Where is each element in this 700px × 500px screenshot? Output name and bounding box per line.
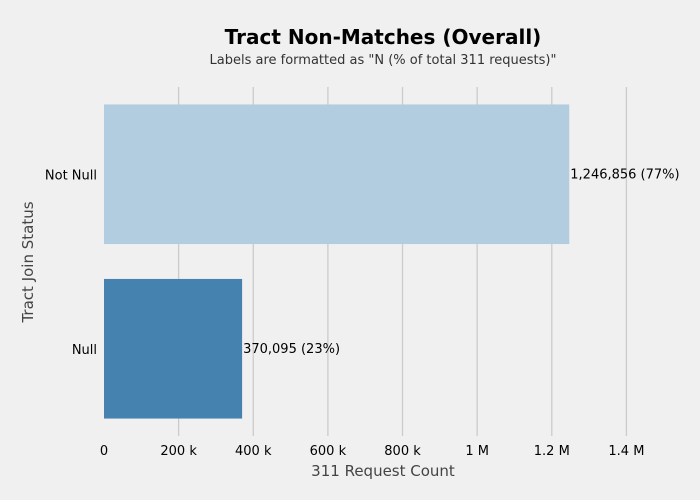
chart-subtitle: Labels are formatted as "N (% of total 3…: [210, 53, 557, 68]
x-axis-ticks: 0 200 k 400 k 600 k 800 k 1 M 1.2 M 1.4 M: [100, 444, 645, 459]
x-tick-label: 200 k: [160, 444, 197, 459]
y-tick-label: Null: [72, 343, 97, 358]
x-tick-label: 1.2 M: [534, 444, 570, 459]
data-labels: 1,246,856 (77%) 370,095 (23%): [243, 167, 680, 357]
y-axis-label: Tract Join Status: [19, 201, 37, 323]
bars: [104, 104, 570, 419]
bar: [104, 278, 243, 419]
chart-title: Tract Non-Matches (Overall): [225, 25, 542, 49]
y-tick-label: Not Null: [45, 168, 97, 183]
x-tick-label: 800 k: [384, 444, 421, 459]
x-tick-label: 1.4 M: [608, 444, 644, 459]
x-axis-label: 311 Request Count: [311, 462, 455, 480]
x-tick-label: 1 M: [465, 444, 489, 459]
bar: [104, 104, 570, 245]
x-tick-label: 0: [100, 444, 108, 459]
bar-value-label: 1,246,856 (77%): [570, 167, 679, 182]
bar-value-label: 370,095 (23%): [243, 342, 340, 357]
y-axis-ticks: Not Null Null: [45, 168, 97, 358]
x-tick-label: 600 k: [310, 444, 347, 459]
x-tick-label: 400 k: [235, 444, 272, 459]
